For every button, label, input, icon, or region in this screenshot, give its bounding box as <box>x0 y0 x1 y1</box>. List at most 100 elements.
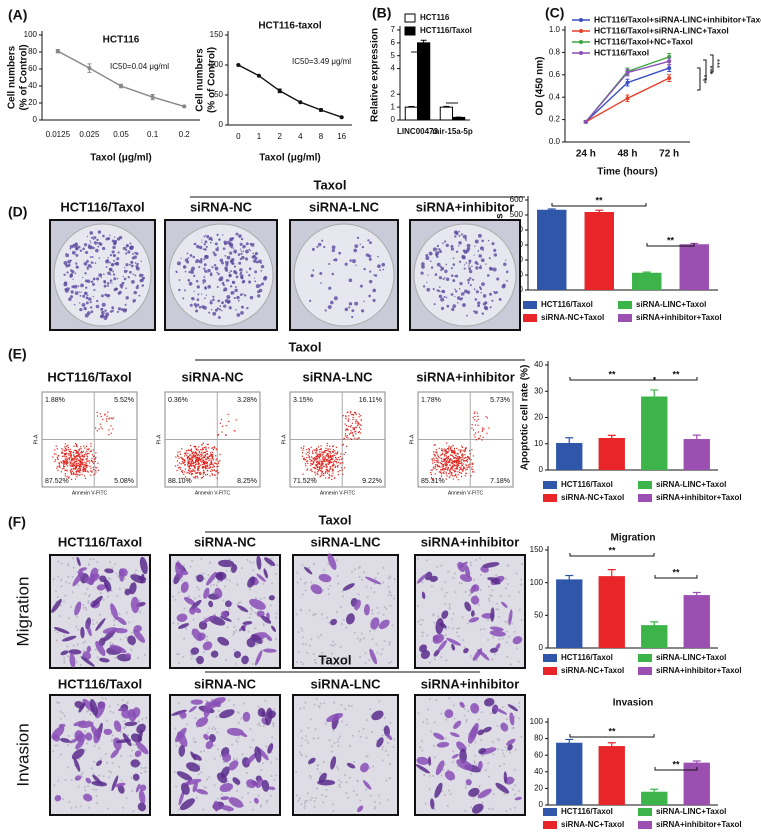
pore <box>434 658 436 660</box>
colony <box>212 298 215 301</box>
colony <box>210 301 213 304</box>
event <box>212 467 213 468</box>
pore <box>238 737 240 739</box>
pore <box>470 773 472 775</box>
colony <box>441 290 443 292</box>
colony <box>425 254 428 257</box>
event <box>342 462 343 463</box>
pore <box>113 624 115 626</box>
colony <box>225 261 229 265</box>
pore <box>332 804 334 806</box>
pore <box>71 779 73 781</box>
pore <box>112 762 114 764</box>
y-tick-label: 20 <box>534 413 543 422</box>
event <box>213 459 214 460</box>
colony <box>362 246 364 248</box>
event <box>329 477 330 478</box>
event <box>323 473 324 474</box>
pore <box>444 595 446 597</box>
pore <box>214 784 216 786</box>
legend-marker <box>579 18 583 22</box>
event <box>54 449 55 450</box>
event <box>70 468 71 469</box>
colony <box>175 271 177 273</box>
event <box>357 425 358 426</box>
event <box>327 470 328 471</box>
pore <box>447 769 449 771</box>
colony <box>216 272 218 274</box>
colony <box>261 282 264 285</box>
pore <box>434 622 436 624</box>
colony <box>119 236 122 239</box>
pore <box>315 613 317 615</box>
event <box>348 418 349 419</box>
pore <box>76 661 78 663</box>
colony <box>224 242 227 245</box>
pore <box>193 737 195 739</box>
event <box>195 461 196 462</box>
pore <box>263 624 265 626</box>
image <box>50 555 150 668</box>
event <box>450 465 451 466</box>
event <box>99 428 100 429</box>
event <box>206 451 207 452</box>
event <box>457 460 458 461</box>
pore <box>200 772 202 774</box>
pore <box>337 575 339 577</box>
event <box>74 465 75 466</box>
pore <box>316 768 318 770</box>
event <box>327 456 328 457</box>
event <box>192 465 193 466</box>
colony <box>139 274 143 278</box>
pore <box>518 717 520 719</box>
pore <box>84 730 86 732</box>
colony <box>211 266 213 268</box>
colony <box>221 301 224 304</box>
event <box>78 452 79 453</box>
pore <box>63 601 65 603</box>
event <box>329 446 330 447</box>
pore <box>184 608 186 610</box>
pore <box>183 564 185 566</box>
event <box>333 449 334 450</box>
colony <box>444 270 447 273</box>
pore <box>518 790 520 792</box>
event <box>198 460 199 461</box>
event <box>178 467 179 468</box>
pore <box>206 779 208 781</box>
pore <box>336 766 338 768</box>
event <box>189 465 190 466</box>
event <box>467 459 468 460</box>
pore <box>505 578 507 580</box>
event <box>192 473 193 474</box>
pore <box>64 715 66 717</box>
pore <box>303 807 305 809</box>
pore <box>297 800 299 802</box>
event <box>63 455 64 456</box>
pore <box>432 775 434 777</box>
colony <box>204 243 206 245</box>
event <box>64 470 65 471</box>
bar <box>453 117 465 120</box>
colony <box>85 287 87 289</box>
event <box>441 476 442 477</box>
event <box>309 457 310 458</box>
colony <box>491 300 493 302</box>
colony <box>430 260 432 262</box>
event <box>458 465 459 466</box>
event <box>356 419 357 420</box>
pore <box>200 751 202 753</box>
event <box>87 456 88 457</box>
colony <box>236 296 239 299</box>
pore <box>444 581 446 583</box>
colony <box>87 268 89 270</box>
event <box>84 456 85 457</box>
event <box>316 450 317 451</box>
event <box>454 458 455 459</box>
colony <box>489 267 493 271</box>
pore <box>326 617 328 619</box>
pore <box>450 793 452 795</box>
event <box>323 475 324 476</box>
pore <box>302 663 304 665</box>
colony <box>206 246 208 248</box>
